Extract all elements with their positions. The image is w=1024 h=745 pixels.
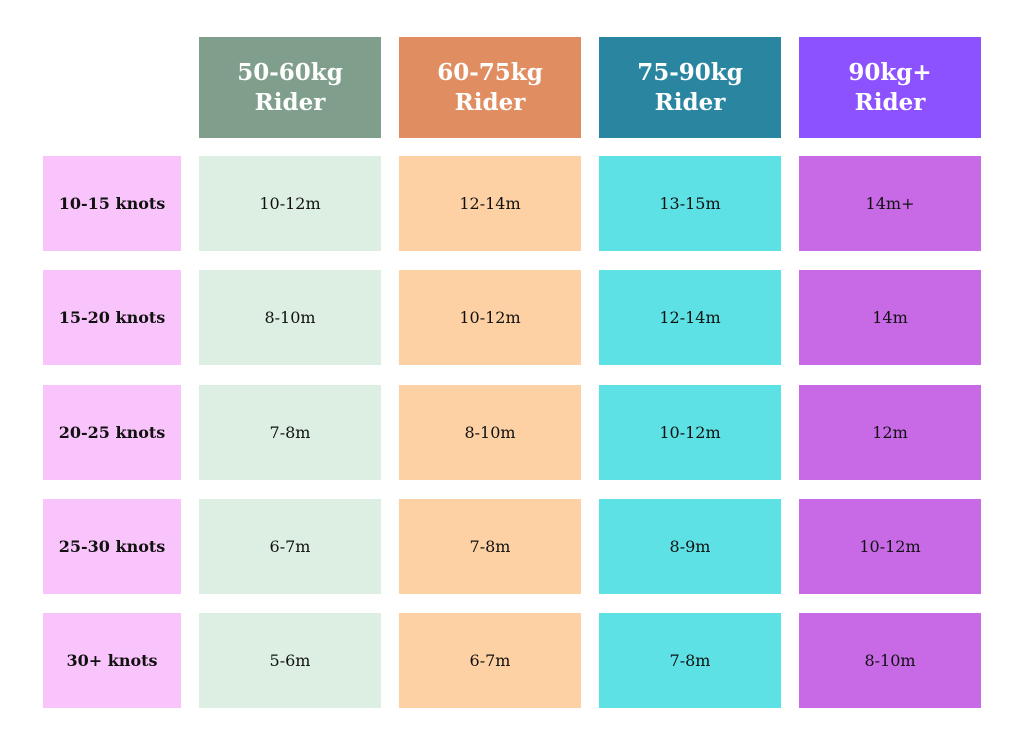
table-cell: 8-10m: [399, 385, 581, 480]
header-rider: Rider: [654, 88, 726, 116]
header-weight: 90kg+: [848, 58, 932, 86]
table-cell: 14m: [799, 270, 981, 365]
header-60-75kg: 60-75kg Rider: [399, 37, 581, 138]
table-cell: 10-12m: [199, 156, 381, 251]
table-cell: 12m: [799, 385, 981, 480]
table-cell: 10-12m: [399, 270, 581, 365]
header-weight: 75-90kg: [637, 58, 743, 86]
table-cell: 10-12m: [799, 499, 981, 594]
table-cell: 6-7m: [399, 613, 581, 708]
row-label-20-25-knots: 20-25 knots: [43, 385, 181, 480]
row-label-10-15-knots: 10-15 knots: [43, 156, 181, 251]
header-weight: 60-75kg: [437, 58, 543, 86]
table-cell: 12-14m: [599, 270, 781, 365]
table-cell: 12-14m: [399, 156, 581, 251]
header-rider: Rider: [454, 88, 526, 116]
table-cell: 10-12m: [599, 385, 781, 480]
header-90kg-plus: 90kg+ Rider: [799, 37, 981, 138]
row-label-30-plus-knots: 30+ knots: [43, 613, 181, 708]
header-75-90kg: 75-90kg Rider: [599, 37, 781, 138]
table-cell: 8-10m: [799, 613, 981, 708]
table-cell: 8-9m: [599, 499, 781, 594]
table-cell: 8-10m: [199, 270, 381, 365]
header-weight: 50-60kg: [237, 58, 343, 86]
header-rider: Rider: [854, 88, 926, 116]
table-cell: 14m+: [799, 156, 981, 251]
table-cell: 7-8m: [399, 499, 581, 594]
row-label-25-30-knots: 25-30 knots: [43, 499, 181, 594]
table-cell: 6-7m: [199, 499, 381, 594]
header-50-60kg: 50-60kg Rider: [199, 37, 381, 138]
table-cell: 7-8m: [599, 613, 781, 708]
table-cell: 5-6m: [199, 613, 381, 708]
row-label-15-20-knots: 15-20 knots: [43, 270, 181, 365]
table-cell: 7-8m: [199, 385, 381, 480]
table-cell: 13-15m: [599, 156, 781, 251]
header-rider: Rider: [254, 88, 326, 116]
